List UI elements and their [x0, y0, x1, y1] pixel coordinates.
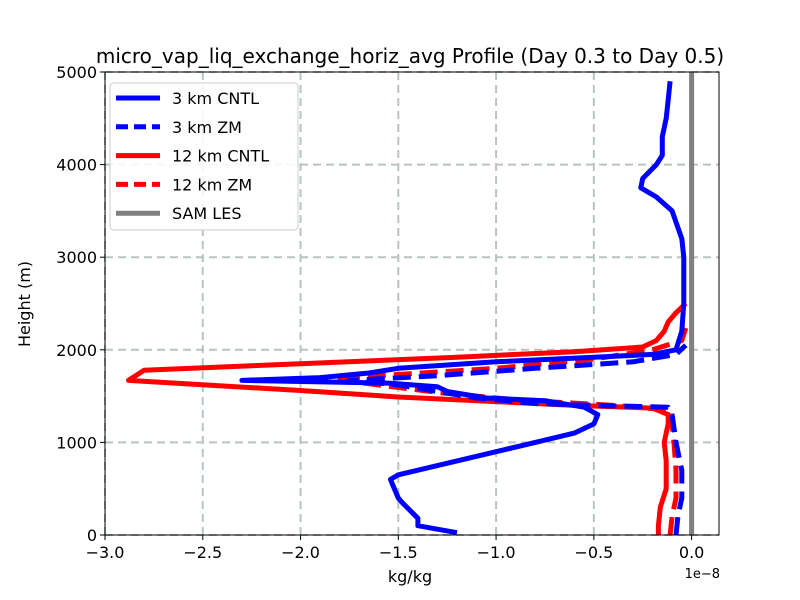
- y-tick-label: 3000: [56, 248, 97, 267]
- series-line-12-km-cntl: [126, 301, 688, 535]
- axis-ticks: −3.0 −2.5 −2.0 −1.5 −1.0 −0.5 0.0 0 1000 2000 3000…: [56, 63, 704, 562]
- y-tick-label: 2000: [56, 341, 97, 360]
- x-tick-label: −1.0: [477, 543, 516, 562]
- y-tick-label: 4000: [56, 156, 97, 175]
- x-axis-label: kg/kg: [388, 567, 432, 586]
- y-tick-label: 0: [87, 526, 97, 545]
- chart-title: micro_vap_liq_exchange_horiz_avg Profile…: [96, 44, 724, 68]
- x-tick-label: −2.0: [281, 543, 320, 562]
- x-tick-label: −2.5: [183, 543, 222, 562]
- x-tick-label: −1.5: [379, 543, 418, 562]
- x-tick-label: −0.5: [574, 543, 613, 562]
- legend-box: [109, 82, 299, 231]
- legend-label-12-km-zm: 12 km ZM: [172, 175, 252, 194]
- x-tick-label: 0.0: [679, 543, 704, 562]
- legend-label-3-km-cntl: 3 km CNTL: [172, 89, 259, 108]
- y-axis-label: Height (m): [15, 261, 34, 347]
- series-line-3-km-cntl: [239, 81, 687, 536]
- plot-frame: [104, 71, 720, 536]
- legend-label-sam-les: SAM LES: [172, 204, 241, 223]
- y-tick-label: 1000: [56, 433, 97, 452]
- legend-label-3-km-zm: 3 km ZM: [172, 118, 242, 137]
- legend-label-12-km-cntl: 12 km CNTL: [172, 147, 269, 166]
- x-axis-offset-label: 1e−8: [685, 567, 720, 582]
- legend: 3 km CNTL 3 km ZM 12 km CNTL 12 km ZM SAM LE…: [109, 82, 299, 231]
- y-tick-label: 5000: [56, 63, 97, 82]
- plot-series: [126, 72, 695, 536]
- x-tick-label: −3.0: [86, 543, 125, 562]
